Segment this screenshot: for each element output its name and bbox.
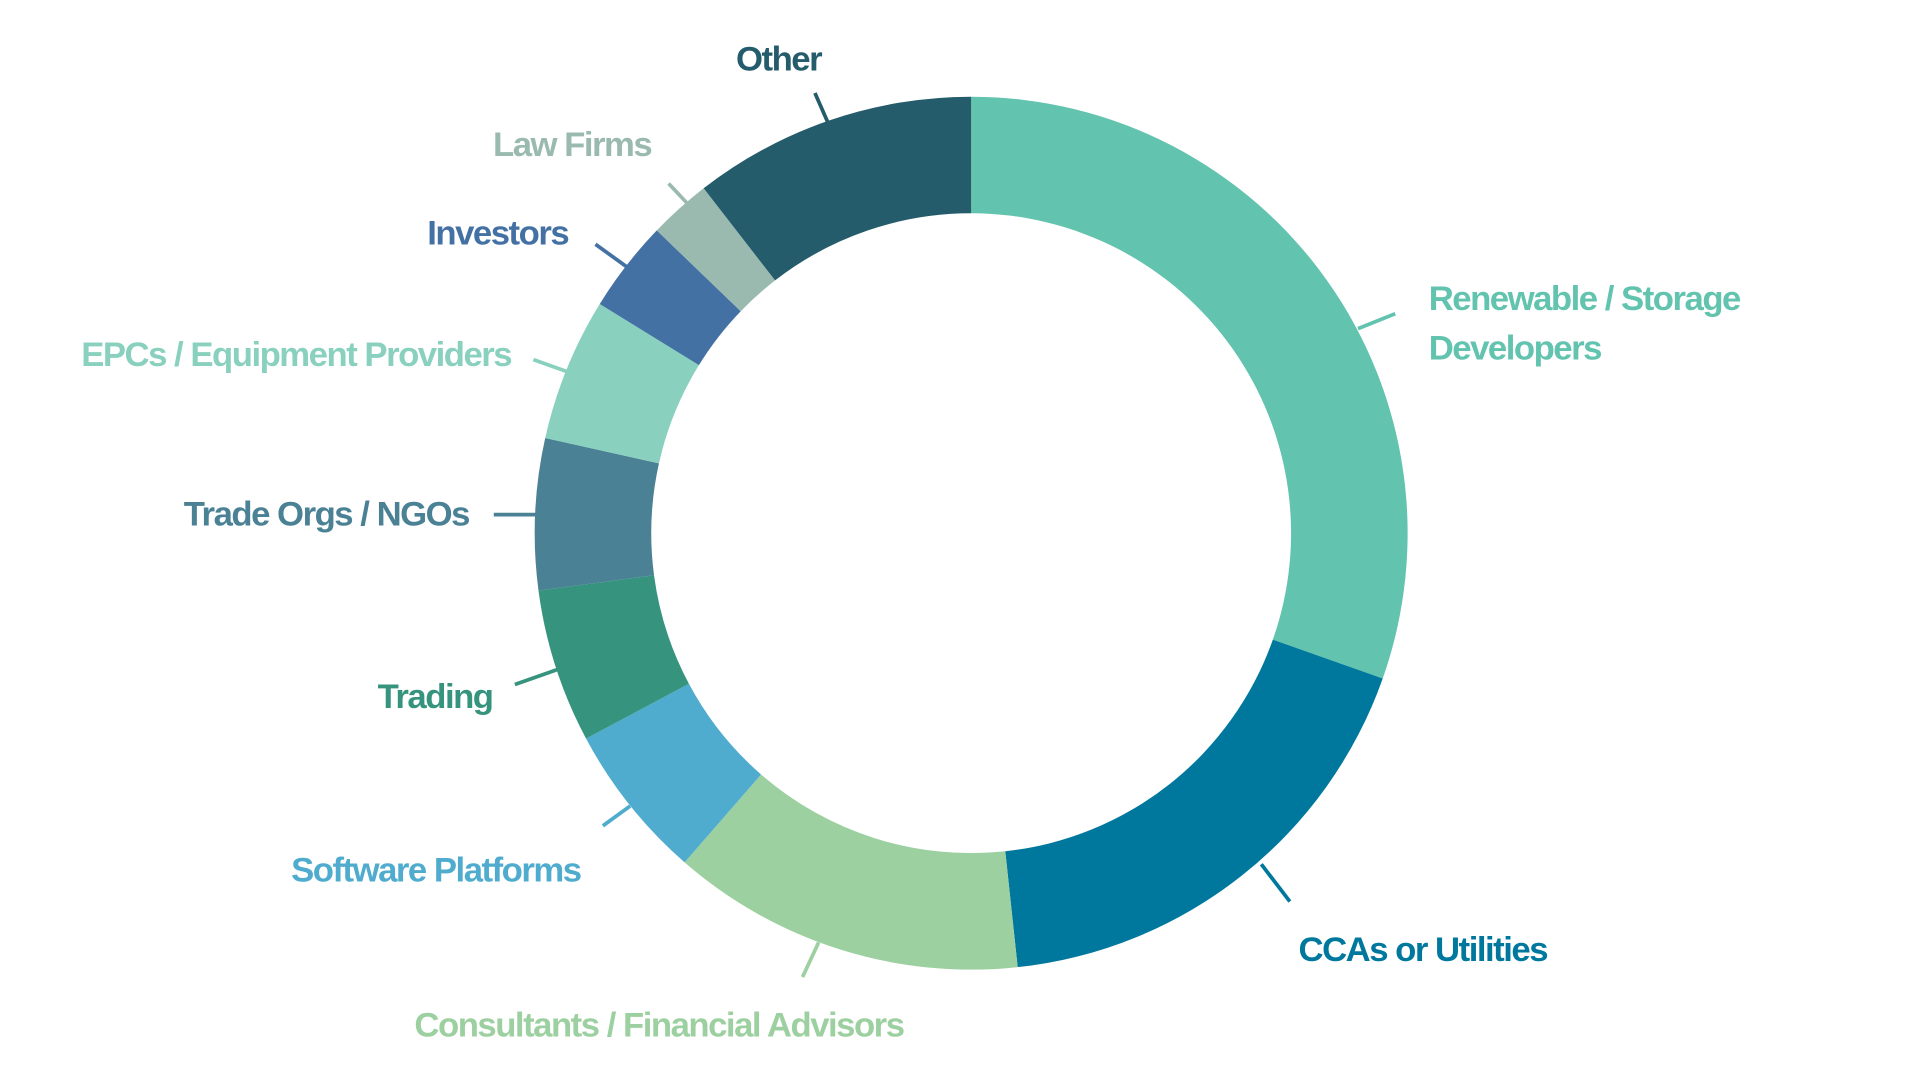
slice-investors <box>599 230 741 366</box>
label-line: Software Platforms <box>291 852 581 890</box>
leader-line-software-platforms <box>601 804 632 828</box>
leader-line-epcs-equipment-providers <box>532 357 569 374</box>
label-epcs-equipment-providers: EPCs / Equipment Providers <box>81 336 511 374</box>
label-investors: Investors <box>427 214 568 252</box>
slice-consultants-financial-advisors <box>684 774 1018 970</box>
slice-law-firms <box>656 188 776 312</box>
label-line: Trading <box>378 678 493 716</box>
leader-lines <box>493 92 1396 978</box>
leader-line-ccas-or-utilities <box>1259 863 1292 903</box>
slice-software-platforms <box>586 683 762 863</box>
labels: Renewable / Storage Developers CCAs or Uti… <box>81 41 1742 1045</box>
slice-renewable-storage-developers <box>971 96 1408 679</box>
slice-epcs-equipment-providers <box>545 303 699 464</box>
leader-line-consultants-financial-advisors <box>800 941 821 978</box>
leader-line-investors <box>594 242 628 269</box>
label-line: Investors <box>427 214 568 252</box>
leader-line-other <box>813 92 831 125</box>
label-consultants-financial-advisors: Consultants / Financial Advisors <box>414 1007 903 1045</box>
leader-line-renewable-storage-developers <box>1357 311 1396 331</box>
leader-line-law-firms <box>667 182 690 206</box>
leader-line-trading <box>514 666 562 687</box>
label-law-firms: Law Firms <box>493 126 651 164</box>
label-line: EPCs / Equipment Providers <box>81 336 511 374</box>
slice-other <box>703 96 972 281</box>
label-line: Consultants / Financial Advisors <box>414 1007 903 1045</box>
label-ccas-or-utilities: CCAs or Utilities <box>1299 931 1548 969</box>
label-line: Renewable / Storage <box>1429 280 1741 318</box>
label-line: Trade Orgs / NGOs <box>184 496 469 534</box>
label-line: Developers <box>1429 330 1601 368</box>
label-line: CCAs or Utilities <box>1299 931 1548 969</box>
label-software-platforms: Software Platforms <box>291 852 581 890</box>
slice-trading <box>538 575 689 739</box>
label-trading: Trading <box>378 678 493 716</box>
slice-ccas-or-utilities <box>1005 639 1383 968</box>
label-line: Law Firms <box>493 126 651 164</box>
slices <box>534 96 1408 970</box>
label-renewable-storage-developers: Renewable / Storage Developers <box>1429 280 1741 368</box>
slice-trade-orgs-ngos <box>534 437 659 591</box>
label-other: Other <box>736 41 822 79</box>
label-line: Other <box>736 41 822 79</box>
label-trade-orgs-ngos: Trade Orgs / NGOs <box>184 496 469 534</box>
